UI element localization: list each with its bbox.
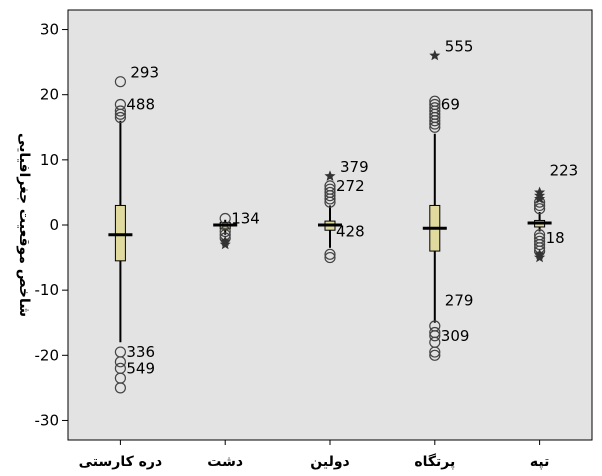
extreme-point [534,193,546,204]
outlier-point [114,105,127,117]
outlier-point [429,121,441,133]
outlier-case-label: 69 [441,95,460,113]
outlier-point [429,346,441,358]
outlier-point [114,356,127,368]
outlier-case-label: 18 [546,229,565,247]
outlier-point [324,248,336,260]
extreme-point [534,251,546,263]
outlier-point [429,349,441,361]
extreme-point [219,238,231,250]
x-tick-label: پرتگاه [414,453,455,470]
box [114,204,126,262]
outlier-point [324,196,336,208]
outlier-point [324,190,336,202]
outlier-case-label: 223 [550,161,579,179]
outlier-case-label: 272 [336,177,365,195]
outlier-point [429,115,441,127]
outlier-case-label: 428 [336,223,365,241]
x-axis: دره کارستی دشت دولین پرتگاه تپه [79,440,549,470]
outlier-point [114,111,127,124]
outlier-case-label: 134 [231,209,260,227]
outlier-point [324,193,336,205]
outlier-point [114,76,127,88]
outlier-point [114,108,127,120]
outlier-point [429,118,441,130]
y-tick-label: -20 [35,346,60,364]
outlier-case-label: 488 [126,95,155,113]
x-tick-label: دولین [310,454,349,470]
y-tick-label: -10 [35,281,60,299]
y-tick-label: -30 [35,411,60,429]
y-tick-label: 0 [49,216,59,234]
outlier-case-label: 279 [445,292,474,310]
x-tick-label: دشت [207,454,243,470]
outlier-point [429,330,441,342]
extreme-point [429,49,441,61]
x-tick-label: تپه [530,454,549,470]
y-tick-label: 30 [40,21,59,39]
outlier-point [533,203,546,215]
outlier-case-label: 293 [130,64,159,82]
y-axis-title: شاخص موقعیت جغرافیایی [16,133,32,317]
y-tick-label: 20 [40,86,59,104]
outlier-case-label: 336 [126,343,155,361]
x-tick-label: دره کارستی [79,454,163,470]
outlier-case-label: 549 [126,359,155,377]
outlier-case-label: 379 [340,158,369,176]
extreme-point [324,170,336,181]
outlier-case-label: 309 [441,327,470,345]
outlier-point [219,212,231,225]
outlier-case-label: 555 [445,38,474,56]
outlier-point [114,382,127,394]
y-axis: 30 20 10 0 -10 -20 -30 [35,21,68,429]
outlier-point [324,251,336,264]
y-tick-label: 10 [40,151,59,169]
